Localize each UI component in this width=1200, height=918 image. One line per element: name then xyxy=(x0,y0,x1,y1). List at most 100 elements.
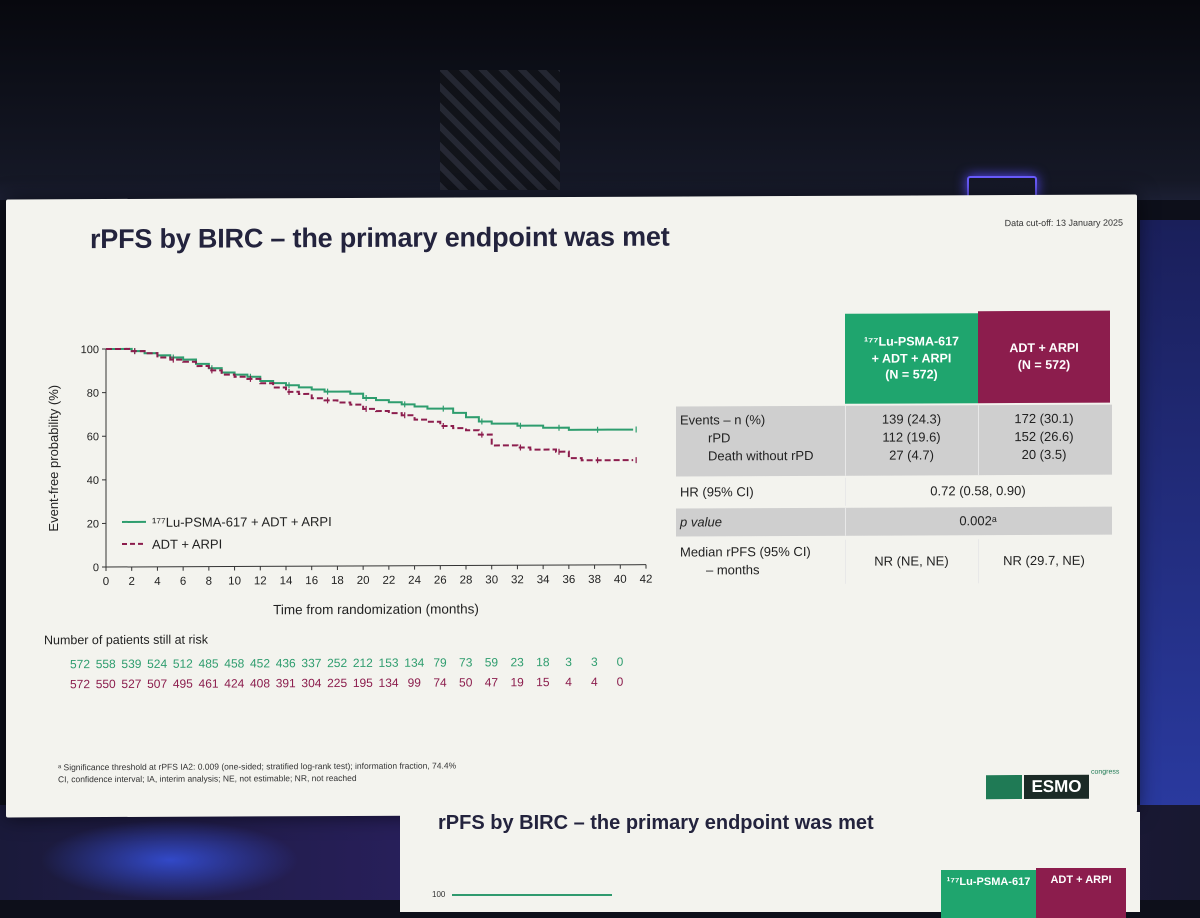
x-tick-label: 0 xyxy=(103,576,109,588)
header-adt-line1: ADT + ARPI xyxy=(978,340,1110,357)
x-axis-label: Time from randomization (months) xyxy=(273,601,479,617)
risk-count-lu: 59 xyxy=(485,655,498,669)
risk-count-adt: 495 xyxy=(173,677,193,691)
risk-count-lu: 452 xyxy=(250,656,270,670)
slide-title: rPFS by BIRC – the primary endpoint was … xyxy=(90,222,670,256)
x-tick-label: 14 xyxy=(280,575,293,587)
stage-ceiling xyxy=(0,0,1200,200)
median-lu: NR (NE, NE) xyxy=(845,553,978,569)
risk-count-adt: 527 xyxy=(121,677,141,691)
events-lu: 139 (24.3) xyxy=(845,411,978,427)
risk-count-adt: 50 xyxy=(459,675,472,689)
rpd-label: rPD xyxy=(708,430,730,445)
hr-value: 0.72 (0.58, 0.90) xyxy=(845,483,1111,499)
header-adt-line2: (N = 572) xyxy=(978,357,1110,374)
y-tick-label: 40 xyxy=(87,475,99,487)
risk-count-lu: 79 xyxy=(433,656,446,670)
x-tick-label: 26 xyxy=(434,575,447,587)
y-tick-label: 0 xyxy=(93,562,99,574)
x-tick-label: 12 xyxy=(254,575,267,587)
events-row: Events – n (%) rPD Death without rPD 139… xyxy=(676,405,1112,477)
risk-table-title: Number of patients still at risk xyxy=(44,633,208,648)
risk-count-lu: 337 xyxy=(301,656,321,670)
risk-count-lu: 252 xyxy=(327,656,347,670)
repeat-monitor-slide: rPFS by BIRC – the primary endpoint was … xyxy=(400,812,1140,912)
repeat-header-lu: ¹⁷⁷Lu-PSMA-617 xyxy=(941,870,1036,918)
y-tick-label: 100 xyxy=(81,344,99,356)
hr-label: HR (95% CI) xyxy=(680,484,754,499)
x-tick-label: 30 xyxy=(485,574,498,586)
rpd-adt: 152 (26.6) xyxy=(978,429,1110,445)
logo-tag: congress xyxy=(1091,769,1119,776)
x-tick-label: 22 xyxy=(382,575,395,587)
y-axis-label: Event-free probability (%) xyxy=(46,385,61,532)
p-value: 0.002ᵃ xyxy=(845,513,1111,529)
events-adt: 172 (30.1) xyxy=(978,411,1110,427)
results-table: ¹⁷⁷Lu-PSMA-617 + ADT + ARPI (N = 572) AD… xyxy=(676,313,1112,315)
x-tick-label: 24 xyxy=(408,575,421,587)
risk-count-adt: 74 xyxy=(433,676,446,690)
legend-label-1: ADT + ARPI xyxy=(152,537,222,552)
risk-count-adt: 47 xyxy=(485,675,498,689)
risk-count-adt: 572 xyxy=(70,677,90,691)
x-tick-label: 16 xyxy=(305,575,318,587)
y-tick-label: 80 xyxy=(87,388,99,400)
risk-count-lu: 3 xyxy=(591,655,598,669)
repeat-km-line xyxy=(452,894,612,896)
risk-count-lu: 0 xyxy=(617,655,624,669)
risk-count-adt: 4 xyxy=(591,675,598,689)
data-cutoff: Data cut-off: 13 January 2025 xyxy=(1005,218,1123,229)
risk-count-lu: 572 xyxy=(70,657,90,671)
header-lu-line2: + ADT + ARPI xyxy=(845,350,978,367)
x-tick-label: 38 xyxy=(588,574,601,586)
lighting-truss xyxy=(440,70,560,190)
y-tick-label: 20 xyxy=(87,518,99,530)
risk-count-lu: 458 xyxy=(224,656,244,670)
risk-count-adt: 507 xyxy=(147,677,167,691)
events-label: Events – n (%) xyxy=(680,412,765,427)
risk-count-lu: 3 xyxy=(565,655,572,669)
footnote-line1: ᵃ Significance threshold at rPFS IA2: 0.… xyxy=(58,760,456,774)
x-tick-label: 34 xyxy=(537,574,550,586)
hr-row: HR (95% CI) 0.72 (0.58, 0.90) xyxy=(676,477,1112,507)
projected-slide: rPFS by BIRC – the primary endpoint was … xyxy=(6,195,1137,818)
x-tick-label: 6 xyxy=(180,576,186,588)
risk-count-lu: 212 xyxy=(353,656,373,670)
x-tick-label: 20 xyxy=(357,575,370,587)
x-tick-label: 18 xyxy=(331,575,344,587)
legend-label-0: ¹⁷⁷Lu-PSMA-617 + ADT + ARPI xyxy=(152,514,332,530)
median-adt: NR (29.7, NE) xyxy=(978,553,1110,569)
risk-count-adt: 4 xyxy=(565,675,572,689)
risk-count-adt: 304 xyxy=(301,676,321,690)
risk-count-lu: 18 xyxy=(536,655,549,669)
x-tick-label: 42 xyxy=(640,574,653,586)
header-lu-line1: ¹⁷⁷Lu-PSMA-617 xyxy=(845,333,978,350)
risk-count-adt: 550 xyxy=(96,677,116,691)
x-tick-label: 2 xyxy=(129,576,135,588)
header-lu-line3: (N = 572) xyxy=(845,367,978,384)
footnote-line2: CI, confidence interval; IA, interim ana… xyxy=(58,772,456,786)
rpd-lu: 112 (19.6) xyxy=(845,429,978,445)
km-curve-1 xyxy=(106,347,633,463)
header-adt-arm: ADT + ARPI (N = 572) xyxy=(978,311,1110,404)
p-value-row: p value 0.002ᵃ xyxy=(676,507,1112,537)
repeat-slide-title: rPFS by BIRC – the primary endpoint was … xyxy=(438,812,874,835)
risk-count-adt: 461 xyxy=(199,677,219,691)
risk-count-adt: 424 xyxy=(224,676,244,690)
x-tick-label: 40 xyxy=(614,574,627,586)
y-tick-label: 60 xyxy=(87,431,99,443)
risk-count-lu: 512 xyxy=(173,657,193,671)
median-row: Median rPFS (95% CI) – months NR (NE, NE… xyxy=(676,539,1112,585)
km-curve-0 xyxy=(106,347,633,432)
repeat-header-adt: ADT + ARPI xyxy=(1036,868,1126,918)
risk-count-lu: 558 xyxy=(96,657,116,671)
x-tick-label: 36 xyxy=(562,574,575,586)
risk-count-lu: 436 xyxy=(276,656,296,670)
death-adt: 20 (3.5) xyxy=(978,447,1110,463)
risk-count-adt: 134 xyxy=(379,676,399,690)
logo-text: ESMO xyxy=(1024,775,1089,799)
risk-count-lu: 539 xyxy=(121,657,141,671)
